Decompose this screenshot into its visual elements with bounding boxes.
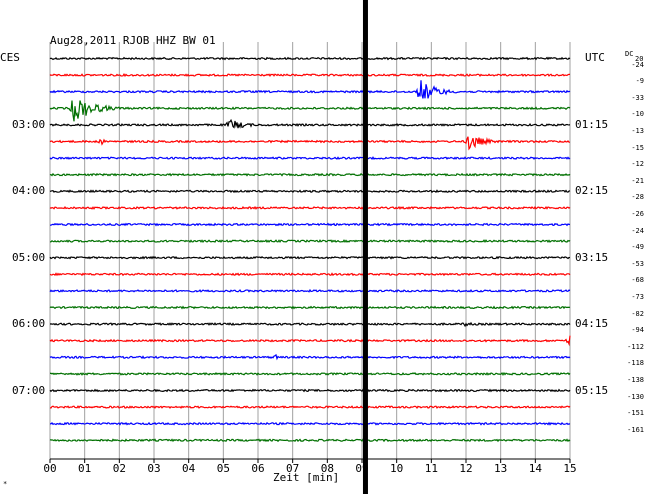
trace-15 [49,288,571,293]
left-hour-label: 05:00 [12,250,46,264]
trace-4 [49,100,571,122]
dc-offset-label: -112 [627,342,644,351]
dc-header: DC [625,50,634,58]
dc-offset-label: -21 [631,176,644,185]
x-tick-label: 08 [321,462,334,475]
right-hour-label: 04:15 [575,317,609,331]
x-tick-label: 02 [113,462,126,475]
dc-offset-label: -24 [631,226,644,235]
dc-offset-label: -33 [631,93,644,102]
trace-8 [49,172,571,177]
dc-offset-label: -82 [631,309,644,318]
x-tick-label: 15 [563,462,576,475]
dc-offset-label: -118 [627,359,644,368]
dc-offset-label: -161 [627,425,644,434]
dc-offset-label: -138 [627,376,644,384]
trace-5 [49,118,571,129]
trace-14 [49,272,571,277]
dc-offset-label: -26 [631,210,644,218]
x-tick-label: 03 [147,462,160,475]
dc-offset-label: -12 [631,160,644,169]
left-hour-label: 07:00 [12,383,46,397]
trace-23 [49,421,571,426]
trace-16 [49,305,571,310]
right-hour-label: 01:15 [575,117,609,131]
x-tick-label: 14 [529,462,543,475]
trace-9 [49,189,571,194]
dc-offset-label: -151 [627,409,644,418]
x-tick-label: 00 [43,462,56,475]
trace-11 [50,222,571,227]
right-hour-label: 02:15 [575,184,609,198]
x-tick-label: 06 [251,462,264,475]
x-tick-label: 05 [217,462,230,475]
traces [49,56,571,443]
trace-7 [49,156,571,160]
trace-6 [49,136,571,151]
grid [49,42,571,460]
right-hour-label: 03:15 [575,250,609,264]
trace-19 [49,353,571,361]
trace-18 [49,335,571,347]
x-tick-label: 10 [390,462,403,475]
trace-1 [49,56,571,61]
left-zone-label: CES [0,51,20,64]
trace-22 [49,405,571,410]
left-hour-label: 04:00 [12,184,46,198]
dc-offset-label: -53 [631,259,644,268]
dc-offset-label: -15 [631,143,644,152]
dc-offset-label: -13 [631,127,644,135]
dc-offset-label: -130 [627,392,644,401]
right-hour-label: 05:15 [575,383,609,397]
x-tick-label: 01 [78,462,91,475]
dc-offset-label: -94 [631,326,644,335]
left-hour-label: 06:00 [12,317,46,331]
trace-2 [49,73,571,78]
dc-offset-label: -68 [631,276,644,285]
x-tick-label: 09 [355,462,368,475]
trace-13 [49,255,571,260]
dc-offset-label: -24 [631,60,644,69]
trace-24 [49,438,571,443]
x-tick-label: 04 [182,462,196,475]
x-tick-label: 11 [425,462,438,475]
x-tick-label: 07 [286,462,299,475]
x-axis-label: Zeit [min] [273,471,340,484]
dc-offset-label: -73 [631,293,644,301]
trace-17 [49,321,571,328]
x-tick-label: 13 [494,462,507,475]
dc-offset-label: -49 [631,243,644,252]
dc-header-sub: 20 [635,55,644,63]
x-tick-label: 12 [459,462,472,475]
trace-12 [49,239,571,244]
trace-10 [49,205,571,210]
footer-mark: * [3,480,8,488]
right-zone-label: UTC [585,51,605,64]
chart-title: Aug28,2011 RJOB HHZ BW 01 [50,34,216,47]
dc-offset-label: -10 [631,110,644,119]
x-axis: 00 01 02 03 04 05 06 07 08 09 10 11 12 13 14 15 [43,459,577,475]
trace-3 [49,80,571,99]
trace-20 [49,371,571,377]
trace-21 [49,388,571,393]
left-hour-label: 03:00 [12,117,46,131]
dc-offset-label: -28 [631,193,644,202]
dc-offset-label: -9 [635,77,644,86]
